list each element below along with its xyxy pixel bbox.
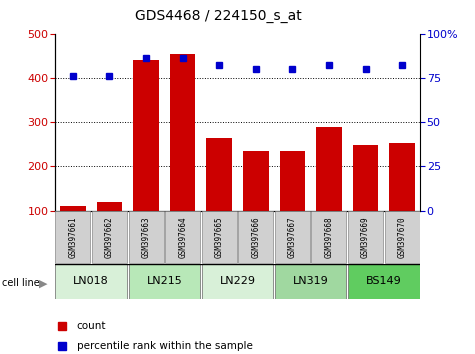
Bar (97, 202, 122, 211)
Bar (353, 145, 378, 211)
Text: GSM397662: GSM397662 (105, 216, 114, 258)
Bar (385, 211, 419, 263)
Text: ▶: ▶ (39, 278, 48, 288)
Bar (202, 264, 273, 299)
Text: cell line: cell line (2, 278, 40, 288)
Text: GSM397670: GSM397670 (398, 216, 407, 258)
Bar (275, 264, 346, 299)
Bar (165, 211, 200, 263)
Bar (280, 151, 305, 211)
Bar (170, 53, 195, 211)
Bar (129, 264, 200, 299)
Bar (312, 211, 346, 263)
Text: GSM397667: GSM397667 (288, 216, 297, 258)
Text: GSM397664: GSM397664 (178, 216, 187, 258)
Text: LN319: LN319 (293, 276, 329, 286)
Bar (56, 211, 90, 263)
Text: GSM397666: GSM397666 (251, 216, 260, 258)
Bar (202, 211, 237, 263)
Text: GSM397669: GSM397669 (361, 216, 370, 258)
Bar (275, 211, 310, 263)
Text: percentile rank within the sample: percentile rank within the sample (76, 341, 252, 350)
Text: count: count (76, 321, 106, 331)
Bar (316, 127, 342, 211)
Bar (56, 264, 127, 299)
Text: LN215: LN215 (146, 276, 182, 286)
Bar (238, 211, 273, 263)
Text: BS149: BS149 (366, 276, 402, 286)
Text: GSM397661: GSM397661 (68, 216, 77, 258)
Bar (207, 138, 232, 211)
Text: GSM397665: GSM397665 (215, 216, 224, 258)
Bar (133, 60, 159, 211)
Text: LN229: LN229 (219, 276, 256, 286)
Bar (60, 206, 86, 211)
Bar (92, 211, 127, 263)
Text: GSM397663: GSM397663 (142, 216, 151, 258)
Bar (390, 143, 415, 211)
Text: GDS4468 / 224150_s_at: GDS4468 / 224150_s_at (135, 9, 302, 23)
Text: LN018: LN018 (73, 276, 109, 286)
Bar (243, 151, 268, 211)
Text: GSM397668: GSM397668 (324, 216, 333, 258)
Bar (348, 264, 419, 299)
Bar (129, 211, 163, 263)
Bar (348, 211, 383, 263)
